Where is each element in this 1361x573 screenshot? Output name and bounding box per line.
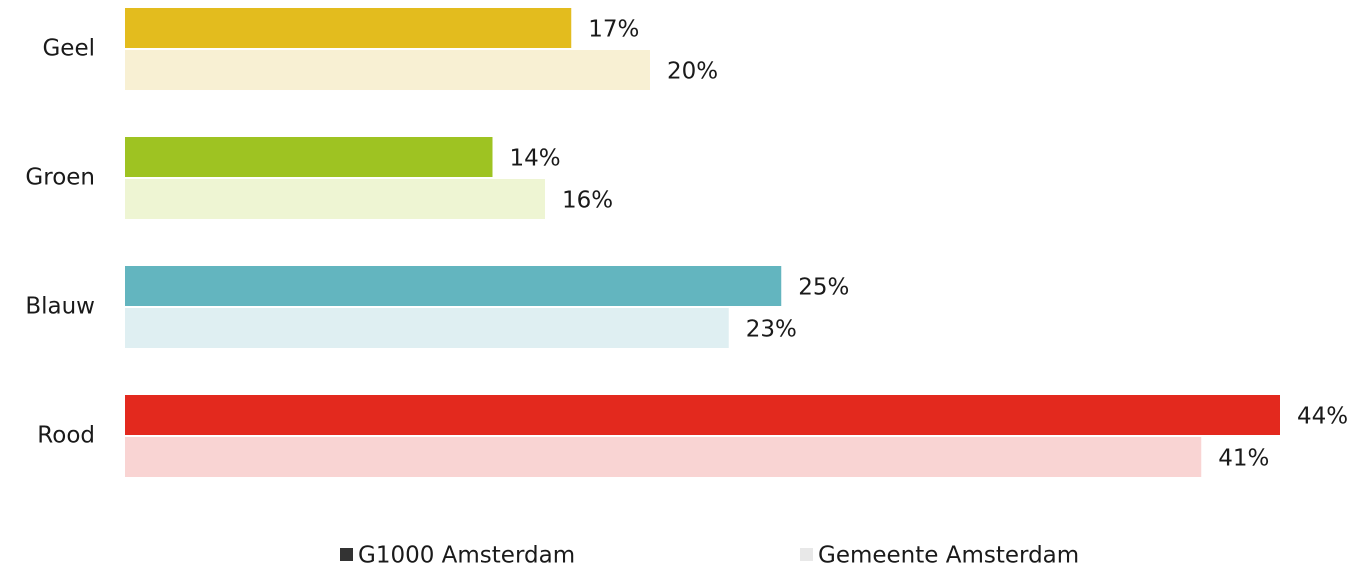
- bar: [125, 266, 782, 306]
- bar: [125, 395, 1280, 435]
- data-label: 23%: [746, 317, 797, 343]
- data-label: 25%: [798, 275, 849, 301]
- y-tick-label: Rood: [37, 423, 95, 449]
- data-label: 14%: [510, 146, 561, 172]
- bar: [125, 8, 572, 48]
- legend-swatch: [800, 548, 813, 561]
- legend-label: G1000 Amsterdam: [358, 543, 575, 569]
- data-label: 41%: [1218, 446, 1269, 472]
- bar: [125, 437, 1202, 477]
- bar: [125, 137, 493, 177]
- data-label: 17%: [588, 17, 639, 43]
- y-tick-label: Geel: [42, 36, 95, 62]
- data-label: 16%: [562, 188, 613, 214]
- data-label: 44%: [1297, 404, 1348, 430]
- legend-swatch: [340, 548, 353, 561]
- y-tick-label: Blauw: [25, 294, 95, 320]
- data-label: 20%: [667, 59, 718, 85]
- y-tick-label: Groen: [25, 165, 95, 191]
- bar: [125, 179, 545, 219]
- legend-label: Gemeente Amsterdam: [818, 543, 1079, 569]
- bar: [125, 50, 650, 90]
- bar: [125, 308, 729, 348]
